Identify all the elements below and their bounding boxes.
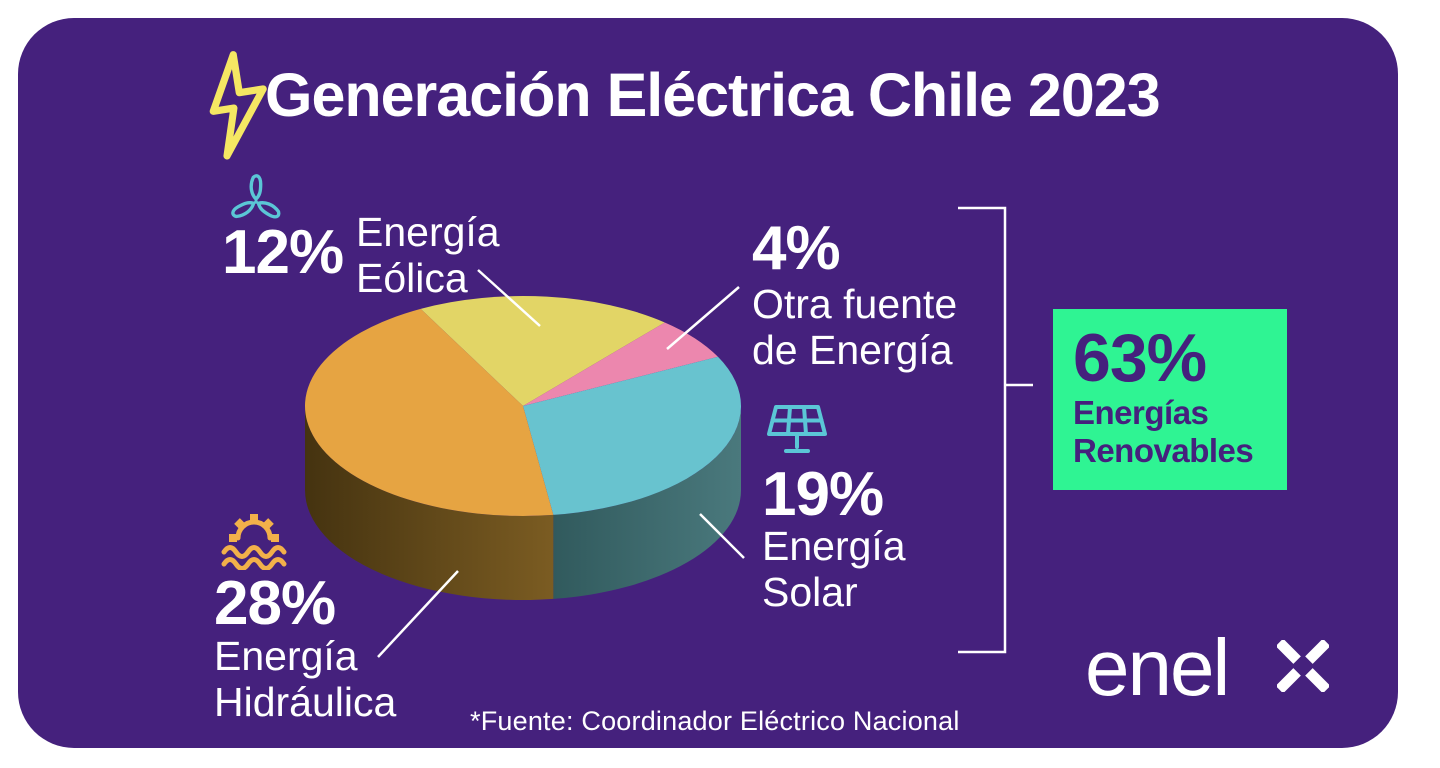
label-group-eolica: 12% Energía Eólica [222, 170, 542, 305]
label-group-otra-fuente: 4% Otra fuente de Energía [752, 214, 992, 373]
wind-turbine-icon [231, 174, 281, 219]
pie-wall-3 [305, 406, 554, 600]
connector-line-hidraulica [377, 570, 459, 658]
name-hidraulica-line2: Hidráulica [214, 678, 397, 725]
pct-hidraulica: 28% [214, 569, 336, 638]
source-note: *Fuente: Coordinador Eléctrico Nacional [470, 706, 960, 736]
renewables-total-line2: Renovables [1073, 432, 1254, 469]
solar-panel-icon [767, 405, 827, 453]
renewables-total-pct: 63% [1073, 320, 1207, 396]
name-otra-line1: Otra fuente [752, 281, 958, 327]
pct-otra-fuente: 4% [752, 214, 841, 283]
name-hidraulica-line1: Energía [214, 633, 358, 679]
lightning-bolt-icon [209, 51, 267, 160]
pie-wall-2 [553, 406, 741, 599]
enel-x-cross-icon [1277, 640, 1329, 692]
name-solar-line1: Energía [762, 523, 906, 569]
name-eolica: Energía Eólica [356, 209, 500, 302]
name-eolica-line1: Energía [356, 209, 500, 255]
connector-line-otra-fuente [666, 286, 740, 350]
name-solar-line2: Solar [762, 568, 858, 615]
renewables-total-box: 63% Energías Renovables [1053, 309, 1287, 490]
pct-solar: 19% [762, 460, 884, 529]
label-group-solar: 19% Energía Solar [762, 400, 982, 615]
pie-slice-0 [420, 296, 665, 406]
name-eolica-line2: Eólica [356, 254, 468, 301]
name-solar: Energía Solar [762, 523, 906, 616]
renewables-bracket [958, 206, 1033, 654]
label-group-hidraulica: 28% Energía Hidráulica [214, 510, 474, 725]
hydro-turbine-waves-icon [221, 514, 287, 570]
pct-eolica: 12% [222, 218, 344, 287]
connector-line-eolica [477, 269, 541, 327]
renewables-total-line1: Energías [1073, 394, 1209, 432]
pie-slice-1 [523, 322, 718, 406]
connector-line-solar [699, 513, 745, 559]
page-title: Generación Eléctrica Chile 2023 [265, 61, 1161, 129]
name-hidraulica: Energía Hidráulica [214, 633, 397, 726]
name-otra-fuente: Otra fuente de Energía [752, 281, 958, 374]
name-otra-line2: de Energía [752, 326, 953, 373]
pie-slice-2 [523, 356, 742, 515]
pie-slice-3 [304, 308, 554, 517]
brand-wordmark: enel [1085, 623, 1230, 712]
